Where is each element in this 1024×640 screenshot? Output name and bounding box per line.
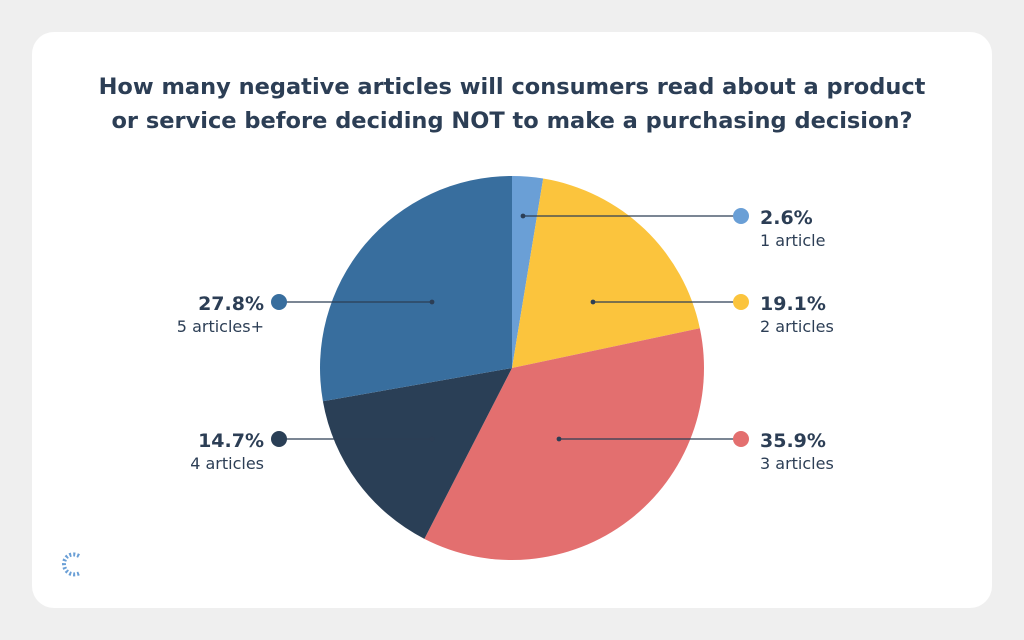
pie-slice-3-articles — [424, 328, 704, 560]
label-4-articles: 14.7% 4 articles — [190, 429, 264, 475]
chart-title: How many negative articles will consumer… — [0, 70, 1024, 138]
label-1-article: 2.6% 1 article — [760, 206, 825, 252]
value-label-2-articles: 19.1% — [760, 293, 826, 315]
leader-dot-2-articles — [590, 299, 596, 305]
chart-title-line-1: How many negative articles will consumer… — [98, 74, 926, 100]
value-label-5-articles: 27.8% — [198, 293, 264, 315]
pie-slice-2-articles — [512, 178, 700, 368]
pie-slice-1-article — [512, 176, 544, 368]
value-label-4-articles: 14.7% — [198, 430, 264, 452]
brand-logo-icon — [61, 552, 81, 577]
chart-title-line-2: or service before deciding NOT to make a… — [111, 108, 913, 134]
category-label-1-article: 1 article — [760, 231, 826, 250]
value-label-3-articles: 35.9% — [760, 430, 826, 452]
legend-marker-4-articles — [271, 431, 287, 447]
value-label-1-article: 2.6% — [760, 207, 813, 229]
category-label-3-articles: 3 articles — [760, 454, 834, 473]
legend-marker-1-article — [733, 208, 749, 224]
leader-dot-4-articles — [429, 436, 435, 442]
label-2-articles: 19.1% 2 articles — [760, 292, 834, 338]
label-3-articles: 35.9% 3 articles — [760, 429, 834, 475]
category-label-5-articles: 5 articles+ — [176, 317, 264, 336]
category-label-4-articles: 4 articles — [190, 454, 264, 473]
legend-marker-3-articles — [733, 431, 749, 447]
leader-dot-5-articles — [429, 299, 435, 305]
label-5-articles: 27.8% 5 articles+ — [177, 292, 264, 338]
pie-slice-5-articles — [320, 176, 512, 402]
pie-slice-4-articles — [322, 368, 512, 539]
category-label-2-articles: 2 articles — [760, 317, 834, 336]
leader-dot-3-articles — [556, 436, 562, 442]
leader-dot-1-article — [520, 213, 526, 219]
legend-marker-5-articles — [271, 294, 287, 310]
legend-marker-2-articles — [733, 294, 749, 310]
